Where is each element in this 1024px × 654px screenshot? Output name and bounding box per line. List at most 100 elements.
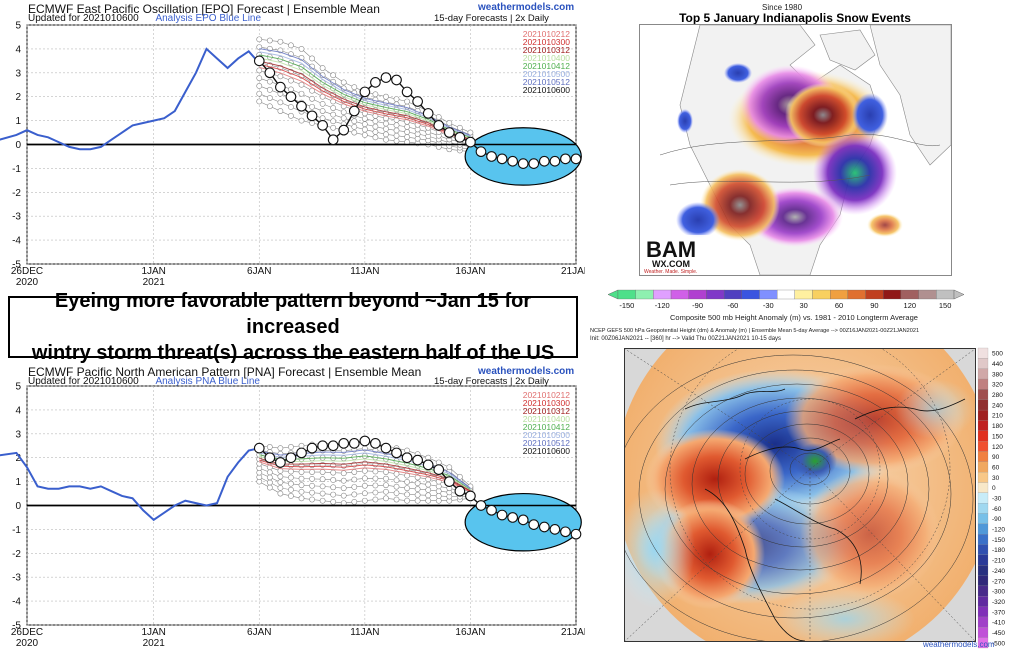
logo-main: BAM xyxy=(646,237,696,262)
pna-ensemble-point xyxy=(309,476,315,482)
pna-forecast-point xyxy=(433,464,445,475)
pna-ensemble-point xyxy=(361,475,368,482)
pna-forecast-point xyxy=(370,438,381,449)
epo-panel: ECMWF East Pacific Oscillation [EPO] For… xyxy=(0,0,585,292)
gefs-cbar-label: 150 xyxy=(992,433,1003,440)
gefs-cbar-segment xyxy=(977,585,989,597)
gefs-cbar-segment xyxy=(977,616,989,628)
snow-cbar-segment xyxy=(812,289,831,300)
gefs-cbar-segment xyxy=(977,399,989,411)
epo-ensemble-point xyxy=(456,124,463,131)
gefs-cbar-segment xyxy=(977,534,989,545)
snow-cbar-label: -30 xyxy=(763,301,774,310)
pna-ensemble-point xyxy=(330,484,337,491)
pna-ensemble-point xyxy=(404,491,410,498)
pna-ensemble-point xyxy=(372,489,379,496)
epo-ensemble-point xyxy=(393,122,400,129)
epo-ytick-label: -4 xyxy=(12,236,21,247)
gefs-cbar-label: -450 xyxy=(992,630,1005,637)
gefs-cbar-segment xyxy=(977,378,989,390)
pna-ytick-label: 4 xyxy=(15,405,21,416)
pna-ensemble-point xyxy=(330,469,337,476)
pna-ensemble-point xyxy=(404,485,410,492)
snow-cbar-label: 90 xyxy=(870,301,878,310)
headline-banner: Eyeing more favorable pattern beyond ~Ja… xyxy=(8,290,578,364)
epo-forecast-info: 15-day Forecasts | 2x Daily xyxy=(434,13,549,24)
pna-ensemble-point xyxy=(277,473,284,480)
pna-ensemble-point xyxy=(435,488,442,495)
gefs-cbar-segment xyxy=(977,596,989,607)
snow-cbar-segment xyxy=(635,289,654,300)
pna-ensemble-point xyxy=(319,469,326,475)
pna-ensemble-point xyxy=(330,499,337,505)
epo-ensemble-point xyxy=(330,72,337,79)
epo-ensemble-point xyxy=(288,112,294,119)
gefs-cbar-segment xyxy=(977,606,989,618)
epo-ensemble-point xyxy=(393,96,400,102)
epo-xtick-label: 21JAN xyxy=(561,266,585,277)
snow-colorbar: -150 -120 -90 -60 -30 30 60 90 120 150 xyxy=(607,289,965,310)
gefs-polar-map xyxy=(624,348,976,642)
pna-updated-text: Updated for 2021010600 xyxy=(28,376,139,387)
epo-title: ECMWF East Pacific Oscillation [EPO] For… xyxy=(28,2,380,16)
epo-analysis-line xyxy=(0,47,261,151)
gefs-cbar-segment xyxy=(977,565,989,576)
pna-legend-2021010312: 2021010312 xyxy=(523,406,571,416)
epo-forecast-point xyxy=(560,153,571,165)
epo-forecast-point xyxy=(370,77,381,88)
epo-ensemble-point xyxy=(361,126,368,133)
epo-ensemble-point xyxy=(435,114,442,120)
pna-ytick-label: 2 xyxy=(15,453,21,464)
epo-forecast-point xyxy=(317,120,328,131)
epo-forecast-point xyxy=(338,124,350,136)
epo-ensemble-point xyxy=(288,104,294,110)
epo-ensemble-point xyxy=(351,123,358,130)
pna-ensemble-point xyxy=(319,497,326,504)
epo-ensemble-point xyxy=(393,132,400,139)
pna-forecast-point xyxy=(443,476,455,487)
pna-updated: Updated for 2021010600 Analysis PNA Blue… xyxy=(28,376,260,387)
epo-xtick-label: 6JAN xyxy=(247,266,271,277)
pna-ensemble-point xyxy=(372,475,379,482)
epo-ensemble-point xyxy=(277,73,284,80)
pna-ensemble-point xyxy=(361,490,368,497)
pna-ensemble-point xyxy=(446,464,453,471)
epo-xtick-label: 11JAN xyxy=(350,266,379,277)
gefs-cbar-label: -240 xyxy=(992,568,1005,575)
pna-forecast-point xyxy=(306,442,318,454)
gefs-cbar-segment xyxy=(977,409,989,421)
epo-ensemble-point xyxy=(404,129,410,135)
gefs-cbar-segment xyxy=(977,544,989,555)
gefs-cbar-segment xyxy=(977,472,989,483)
epo-forecast-point xyxy=(422,108,434,119)
pna-ensemble-point xyxy=(330,477,337,483)
pna-ensemble-point xyxy=(414,497,421,504)
pna-trace-2021010312 xyxy=(259,457,471,492)
banner-line-1: Eyeing more favorable pattern beyond ~Ja… xyxy=(54,290,532,338)
epo-ensemble-point xyxy=(256,75,263,82)
gefs-header-2: Init: 00Z06JAN2021 -- [360] hr --> Valid… xyxy=(590,336,782,342)
epo-ensemble-point xyxy=(404,98,410,105)
pna-ensemble-point xyxy=(288,493,294,499)
gefs-cbar-label: 380 xyxy=(992,371,1003,378)
snow-cbar-segment xyxy=(794,289,813,300)
pna-ensemble-point xyxy=(277,484,284,491)
gefs-cbar-label: 240 xyxy=(992,402,1003,409)
pna-xtick-label: 16JAN xyxy=(455,627,485,638)
gefs-colorbar: 500 440 380 320 280 240 210 180 150 120 90 60 30 0 -30… xyxy=(977,347,1005,649)
snow-cbar-label: 60 xyxy=(835,301,843,310)
epo-forecast-point xyxy=(549,155,561,167)
snow-cbar-label: 30 xyxy=(800,301,808,310)
pna-forecast-point xyxy=(507,512,519,523)
gefs-cbar-segment xyxy=(977,389,989,400)
snow-cbar-segment xyxy=(883,289,902,300)
epo-ensemble-point xyxy=(266,103,273,110)
epo-ensemble-point xyxy=(319,65,326,71)
epo-forecast-point xyxy=(264,67,276,79)
pna-ensemble-point xyxy=(266,484,273,491)
epo-forecast-point xyxy=(517,158,529,169)
banner-line-2: wintry storm threat(s) across the easter… xyxy=(31,342,555,364)
snow-since: Since 1980 xyxy=(762,3,803,12)
pna-title: ECMWF Pacific North American Pattern [PN… xyxy=(28,365,422,379)
pna-forecast-point xyxy=(338,438,350,449)
